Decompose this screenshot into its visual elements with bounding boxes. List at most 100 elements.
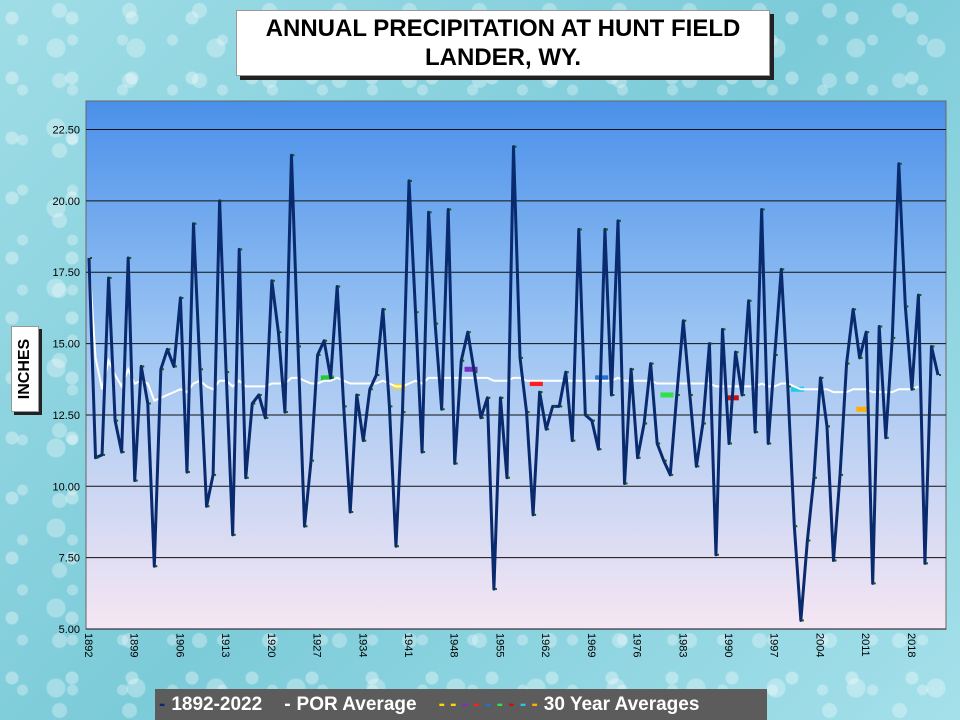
data-point [481,416,484,419]
data-point [449,208,452,211]
data-point [442,408,445,411]
y-tick-label: 15.00 [52,339,80,351]
data-point [651,362,654,365]
x-tick-label: 1892 [82,633,94,657]
data-point [658,442,661,445]
x-tick-label: 2004 [813,633,825,657]
x-tick-label: 1983 [676,633,688,657]
legend-item-30yr: - - - - - - - - - 30 Year Averages [439,694,700,716]
data-point [429,211,432,214]
legend-item-por: - POR Average [284,694,416,716]
data-point [383,308,386,311]
data-point [507,476,510,479]
data-point [560,405,563,408]
data-point [625,482,628,485]
data-point [521,356,524,359]
data-point [436,322,439,325]
data-point [468,331,471,334]
data-point [423,451,426,454]
data-point [906,305,909,308]
data-point [716,553,719,556]
x-tick-label: 1934 [356,633,368,657]
data-point [187,471,190,474]
annual-precip-line [87,145,941,622]
data-point [272,279,275,282]
y-tick-label: 7.50 [59,553,80,565]
x-tick-label: 1976 [631,633,643,657]
data-point [886,436,889,439]
x-tick-label: 1962 [539,633,551,657]
data-point [841,473,844,476]
x-tick-label: 1899 [128,633,140,657]
data-point [690,393,693,396]
x-tick-label: 1927 [311,633,323,657]
data-point [919,294,922,297]
chart-title: ANNUAL PRECIPITATION AT HUNT FIELD LANDE… [236,10,770,76]
x-tick-label: 1920 [265,633,277,657]
data-point [795,525,798,528]
data-point [801,619,804,622]
data-point [756,431,759,434]
y-tick-label: 17.50 [52,267,80,279]
data-point [292,154,295,157]
data-point [684,319,687,322]
data-point [605,228,608,231]
data-point [664,459,667,462]
legend-symbol-30yr: - - - - - - - - - [438,693,538,715]
legend-symbol-por: - [284,693,291,715]
data-point [514,145,517,148]
data-point [240,248,243,251]
x-tick-label: 1955 [493,633,505,657]
data-point [645,422,648,425]
data-point [103,453,106,456]
data-point [96,456,99,459]
data-point [586,413,589,416]
data-point [161,368,164,371]
data-point [873,582,876,585]
data-point [743,393,746,396]
x-tick-label: 1913 [219,633,231,657]
y-axis-label: INCHES [16,338,33,400]
data-point [377,373,380,376]
data-point [142,365,145,368]
legend-item-annual: - 1892-2022 [159,694,262,716]
y-axis-label-box: INCHES [11,326,39,412]
data-point [174,365,177,368]
x-tick-label: 2018 [905,633,917,657]
data-point [762,208,765,211]
x-tick-label: 1990 [722,633,734,657]
data-point [305,525,308,528]
data-point [344,405,347,408]
data-point [194,222,197,225]
data-point [246,476,249,479]
data-point [116,419,119,422]
data-point [214,473,217,476]
x-tick-label: 1969 [585,633,597,657]
data-point [932,345,935,348]
data-point [749,299,752,302]
data-point [135,479,138,482]
data-point [396,545,399,548]
title-line1: ANNUAL PRECIPITATION AT HUNT FIELD [265,15,741,42]
data-point [547,428,550,431]
data-point [553,405,556,408]
data-point [501,396,504,399]
data-point [808,539,811,542]
data-point [534,513,537,516]
data-point [573,439,576,442]
data-point [912,388,915,391]
data-point [331,376,334,379]
data-point [527,411,530,414]
x-tick-labels: 1892 1899 1906 1913 1920 1927 1934 1941 1948 1955… [82,633,917,657]
data-point [338,285,341,288]
data-point [390,405,393,408]
data-point [266,416,269,419]
x-tick-label: 1906 [173,633,185,657]
data-point [632,368,635,371]
data-point [677,393,680,396]
x-tick-label: 1941 [402,633,414,657]
data-point [410,179,413,182]
data-point [730,442,733,445]
data-point [357,393,360,396]
data-point [370,388,373,391]
